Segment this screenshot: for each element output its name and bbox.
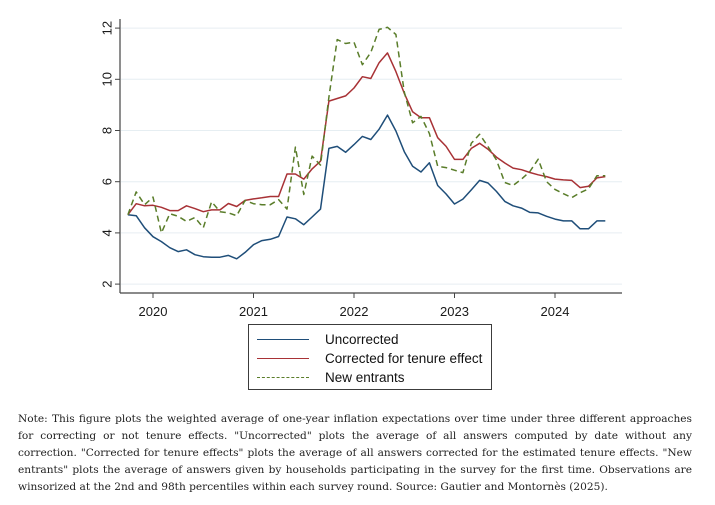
y-ticks: 2 4 6 8 10 12 — [99, 21, 120, 288]
y-tick-label: 8 — [99, 127, 114, 134]
series-line-corrected-for-tenure-effect — [127, 52, 606, 216]
x-tick-label: 2020 — [139, 304, 168, 319]
figure-note: Note: This figure plots the weighted ave… — [18, 413, 692, 493]
legend-swatch-new-entrants — [257, 377, 309, 378]
x-tick-label: 2022 — [340, 304, 369, 319]
series-layer — [127, 26, 606, 260]
y-tick-label: 6 — [99, 178, 114, 185]
x-tick-label: 2023 — [440, 304, 469, 319]
x-tick-label: 2024 — [541, 304, 570, 319]
y-tick-label: 4 — [99, 229, 114, 236]
x-tick-label: 2021 — [239, 304, 268, 319]
y-tick-label: 10 — [99, 72, 114, 86]
legend-item-corrected: Corrected for tenure effect — [257, 349, 482, 368]
y-tick-label: 2 — [99, 280, 114, 287]
gridlines — [121, 27, 622, 285]
legend-label: New entrants — [325, 370, 405, 385]
series-line-uncorrected — [127, 114, 606, 260]
legend-label: Uncorrected — [325, 332, 399, 347]
legend-item-uncorrected: Uncorrected — [257, 330, 399, 349]
legend-item-new-entrants: New entrants — [257, 368, 405, 387]
x-ticks: 2020 2021 2022 2023 2024 — [139, 293, 570, 319]
legend-swatch-corrected — [257, 358, 309, 359]
line-chart: 2 4 6 8 10 12 2020 2021 2022 2023 2024 — [99, 19, 622, 319]
legend-swatch-uncorrected — [257, 339, 309, 340]
y-tick-label: 12 — [99, 21, 114, 35]
legend: Uncorrected Corrected for tenure effect … — [248, 324, 492, 390]
legend-label: Corrected for tenure effect — [325, 351, 483, 366]
series-line-new-entrants — [127, 26, 606, 234]
